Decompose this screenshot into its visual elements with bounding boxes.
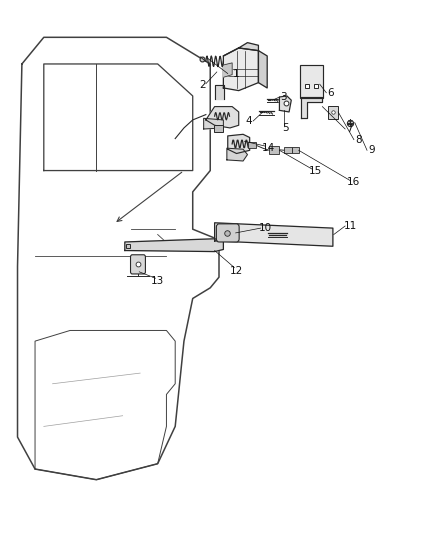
Polygon shape [206,107,239,128]
FancyBboxPatch shape [284,147,292,153]
Polygon shape [215,223,333,246]
FancyBboxPatch shape [300,65,323,98]
Text: 11: 11 [344,221,357,231]
Text: 14: 14 [261,143,275,153]
Text: 13: 13 [151,277,164,286]
Text: 4: 4 [245,116,252,126]
FancyBboxPatch shape [292,147,299,153]
Polygon shape [258,51,267,88]
FancyBboxPatch shape [216,224,239,242]
FancyBboxPatch shape [248,142,256,148]
FancyBboxPatch shape [131,255,145,274]
Polygon shape [223,63,232,77]
Polygon shape [227,148,247,161]
Text: 16: 16 [347,177,360,187]
Text: 8: 8 [355,135,362,144]
Polygon shape [279,96,291,112]
Polygon shape [215,85,224,99]
Polygon shape [301,97,322,118]
FancyBboxPatch shape [214,125,223,132]
Text: 3: 3 [280,92,287,102]
Text: 5: 5 [282,123,289,133]
Polygon shape [125,239,223,252]
Polygon shape [204,118,223,129]
Text: 10: 10 [258,223,272,233]
FancyBboxPatch shape [269,146,279,154]
FancyBboxPatch shape [328,106,338,119]
Polygon shape [223,48,258,91]
Text: 12: 12 [230,266,243,276]
Text: 2: 2 [199,80,206,90]
Polygon shape [223,43,258,56]
Polygon shape [228,134,250,154]
Text: 6: 6 [327,88,334,98]
Text: 9: 9 [368,146,375,155]
Text: 15: 15 [309,166,322,175]
Text: 7: 7 [346,124,353,134]
Text: 1: 1 [233,69,240,78]
